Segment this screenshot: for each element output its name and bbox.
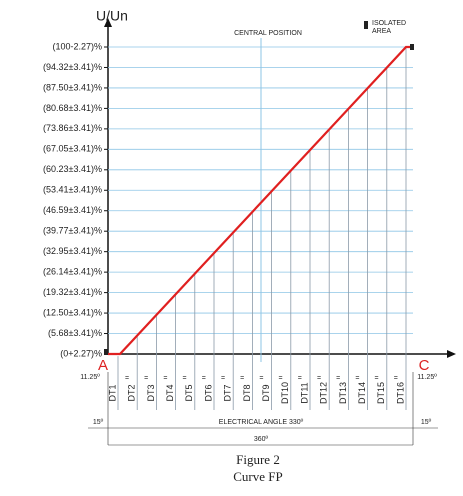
dt-label: DT15 [376, 382, 386, 404]
y-label: (100-2.27)% [52, 41, 102, 51]
angle-label: 11.25º [80, 374, 100, 381]
dt-label: DT13 [338, 382, 348, 404]
y-label: (87.50±3.41)% [43, 82, 102, 92]
dash: = [240, 375, 244, 382]
dash: = [221, 375, 225, 382]
dt-label: DT4 [165, 384, 175, 401]
isolated-marker [104, 349, 108, 355]
dt-label: DT14 [357, 382, 367, 404]
dash: = [355, 375, 359, 382]
central-label: CENTRAL POSITION [234, 30, 302, 37]
dt-label: DT5 [184, 384, 194, 401]
y-label: (60.23±3.41)% [43, 164, 102, 174]
dash: = [375, 375, 379, 382]
dash: = [183, 375, 187, 382]
y-label: (46.59±3.41)% [43, 205, 102, 215]
angle-label: ELECTRICAL ANGLE 330º [219, 419, 304, 426]
angle-label: 15º [93, 419, 104, 426]
dt-label: DT10 [280, 382, 290, 404]
angle-label: 15º [421, 419, 432, 426]
dt-label: DT3 [146, 384, 156, 401]
dt-label: DT8 [242, 384, 252, 401]
dash: = [317, 375, 321, 382]
dt-label: DT9 [261, 384, 271, 401]
dt-label: DT2 [127, 384, 137, 401]
angle-label: 360º [254, 436, 269, 443]
y-label: (73.86±3.41)% [43, 123, 102, 133]
caption: Curve FP [233, 469, 282, 484]
dt-label: DT16 [395, 382, 405, 404]
point-label: C [419, 357, 430, 374]
y-label: (94.32±3.41)% [43, 62, 102, 72]
arrow [447, 350, 456, 358]
legend-box [364, 21, 368, 29]
dash: = [163, 375, 167, 382]
dash: = [298, 375, 302, 382]
axis-label: U/Un [96, 8, 128, 24]
content: U/Un CENTRAL POSITION ISOLATED AREA A C … [43, 8, 456, 484]
isolated-label: ISOLATED [372, 20, 406, 27]
y-label: (53.41±3.41)% [43, 185, 102, 195]
dt-label: DT1 [107, 384, 117, 401]
caption: Figure 2 [236, 452, 280, 467]
dash: = [259, 375, 263, 382]
angle-label: 11.25º [417, 374, 437, 381]
dash: = [202, 375, 206, 382]
isolated-label: AREA [372, 28, 391, 35]
arrow [104, 18, 112, 27]
dt-label: DT11 [299, 382, 309, 403]
y-label: (0+2.27)% [60, 348, 102, 358]
dash: = [125, 375, 129, 382]
dash: = [144, 375, 148, 382]
isolated-marker [410, 44, 414, 50]
y-label: (80.68±3.41)% [43, 103, 102, 113]
point-label: A [98, 357, 108, 374]
dash: = [336, 375, 340, 382]
dt-label: DT7 [223, 384, 233, 401]
y-label: (32.95±3.41)% [43, 246, 102, 256]
dt-label: DT12 [319, 382, 329, 404]
dt-label: DT6 [203, 384, 213, 401]
dash: = [394, 375, 398, 382]
curve [108, 45, 413, 356]
y-label: (67.05±3.41)% [43, 144, 102, 154]
dash: = [279, 375, 283, 382]
y-label: (26.14±3.41)% [43, 267, 102, 277]
y-label: (19.32±3.41)% [43, 287, 102, 297]
y-label: (39.77±3.41)% [43, 226, 102, 236]
y-label: (5.68±3.41)% [48, 328, 102, 338]
y-label: (12.50±3.41)% [43, 307, 102, 317]
